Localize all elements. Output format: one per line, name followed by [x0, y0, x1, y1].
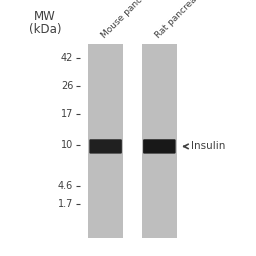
Text: 42: 42 [61, 52, 73, 63]
Text: 17: 17 [61, 109, 73, 119]
FancyBboxPatch shape [89, 139, 122, 154]
Text: 26: 26 [61, 81, 73, 91]
Text: Insulin: Insulin [191, 141, 225, 152]
Text: Rat pancreas: Rat pancreas [154, 0, 202, 40]
Text: (kDa): (kDa) [29, 23, 61, 36]
Text: 1.7: 1.7 [58, 198, 73, 209]
Text: 4.6: 4.6 [58, 180, 73, 191]
Text: 10: 10 [61, 140, 73, 150]
Bar [88, 44, 123, 238]
Bar [142, 44, 177, 238]
Text: MW: MW [34, 10, 56, 23]
FancyBboxPatch shape [143, 139, 176, 154]
Text: Mouse pancreas: Mouse pancreas [100, 0, 158, 40]
